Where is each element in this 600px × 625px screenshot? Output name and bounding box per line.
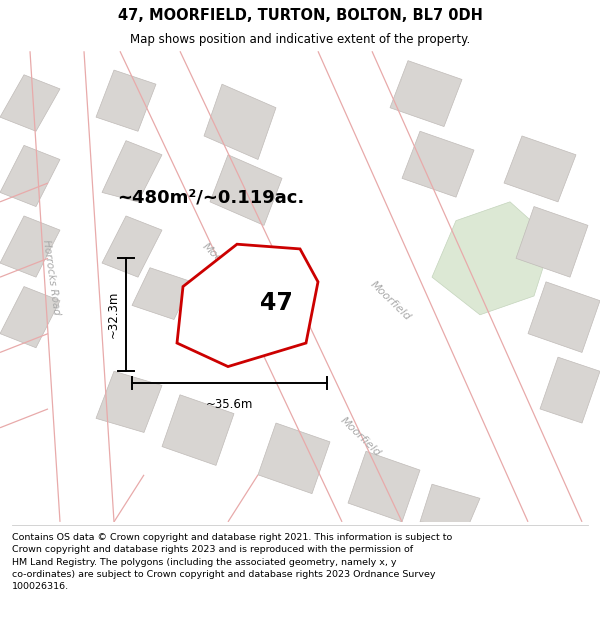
Polygon shape — [258, 423, 330, 494]
Text: ~480m²/~0.119ac.: ~480m²/~0.119ac. — [117, 188, 304, 206]
Polygon shape — [540, 357, 600, 423]
Polygon shape — [162, 395, 234, 466]
Polygon shape — [102, 141, 162, 202]
Polygon shape — [390, 61, 462, 126]
Polygon shape — [504, 136, 576, 202]
Polygon shape — [96, 371, 162, 432]
Polygon shape — [0, 286, 60, 348]
Polygon shape — [177, 244, 318, 367]
Polygon shape — [210, 155, 282, 226]
Polygon shape — [204, 84, 276, 159]
Polygon shape — [102, 216, 162, 277]
Polygon shape — [432, 202, 552, 315]
Polygon shape — [402, 131, 474, 197]
Text: Map shows position and indicative extent of the property.: Map shows position and indicative extent… — [130, 34, 470, 46]
Polygon shape — [0, 75, 60, 131]
Text: Horrocks Road: Horrocks Road — [41, 239, 61, 316]
Polygon shape — [528, 282, 600, 352]
Polygon shape — [132, 268, 192, 319]
Polygon shape — [348, 451, 420, 522]
Text: ~35.6m: ~35.6m — [206, 398, 253, 411]
Text: 47, MOORFIELD, TURTON, BOLTON, BL7 0DH: 47, MOORFIELD, TURTON, BOLTON, BL7 0DH — [118, 8, 482, 23]
Text: Moorfield: Moorfield — [338, 416, 382, 459]
Polygon shape — [0, 216, 60, 277]
Polygon shape — [96, 70, 156, 131]
Text: 47: 47 — [260, 291, 292, 315]
Polygon shape — [420, 484, 480, 527]
Text: Contains OS data © Crown copyright and database right 2021. This information is : Contains OS data © Crown copyright and d… — [12, 533, 452, 591]
Text: ~32.3m: ~32.3m — [106, 291, 119, 339]
Text: Moorfield: Moorfield — [368, 279, 412, 322]
Polygon shape — [516, 206, 588, 277]
Text: Moorfield: Moorfield — [200, 241, 244, 284]
Polygon shape — [0, 146, 60, 206]
